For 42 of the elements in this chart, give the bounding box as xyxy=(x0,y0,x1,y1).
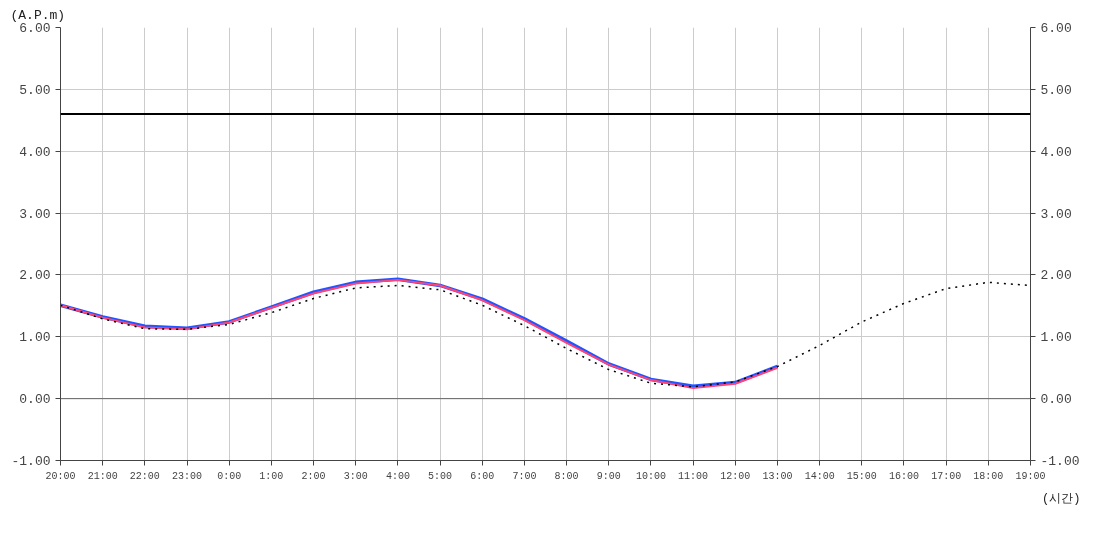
x-tick-label: 19:00 xyxy=(1015,470,1046,482)
x-tick-label: 9:00 xyxy=(596,470,621,482)
y2-tick-label: 2.00 xyxy=(1040,268,1072,284)
x-tick-label: 11:00 xyxy=(678,470,709,482)
x-tick-label: 22:00 xyxy=(129,470,160,482)
y-tick-label: 5.00 xyxy=(19,82,51,98)
x-tick-label: 23:00 xyxy=(172,470,203,482)
y2-tick-label: 0.00 xyxy=(1040,392,1072,408)
x-tick-label: 2:00 xyxy=(301,470,326,482)
x-tick-label: 0:00 xyxy=(217,470,242,482)
x-tick-label: 18:00 xyxy=(973,470,1004,482)
x-tick-label: 4:00 xyxy=(385,470,410,482)
y2-tick-label: -1.00 xyxy=(1040,454,1080,469)
x-tick-label: 8:00 xyxy=(554,470,579,482)
x-tick-label: 14:00 xyxy=(804,470,835,482)
y-tick-label: -1.00 xyxy=(11,454,51,469)
x-tick-label: 6:00 xyxy=(470,470,495,482)
x-tick-label: 21:00 xyxy=(87,470,118,482)
x-tick-label: 12:00 xyxy=(720,470,751,482)
x-tick-label: 15:00 xyxy=(846,470,877,482)
x-tick-label: 20:00 xyxy=(45,470,76,482)
y2-tick-label: 1.00 xyxy=(1040,330,1072,346)
y-tick-label: 0.00 xyxy=(19,392,51,408)
y-tick-label: 4.00 xyxy=(19,144,51,160)
y-tick-label: 2.00 xyxy=(19,268,51,284)
x-tick-label: 10:00 xyxy=(635,470,666,482)
x-tick-label: 3:00 xyxy=(343,470,368,482)
y-tick-label: 1.00 xyxy=(19,330,51,346)
y2-tick-label: 5.00 xyxy=(1040,82,1072,98)
y2-tick-label: 6.00 xyxy=(1040,21,1072,36)
x-tick-label: 5:00 xyxy=(428,470,453,482)
y-tick-label: 3.00 xyxy=(19,206,51,222)
x-tick-label: 16:00 xyxy=(888,470,919,482)
x-axis-title: (시간) xyxy=(1042,491,1081,506)
y2-tick-label: 4.00 xyxy=(1040,144,1072,160)
y-tick-label: 6.00 xyxy=(19,21,51,36)
y-axis-title: (A.P.m) xyxy=(10,7,66,23)
x-tick-label: 7:00 xyxy=(512,470,537,482)
x-tick-label: 1:00 xyxy=(259,470,284,482)
y2-tick-label: 3.00 xyxy=(1040,206,1072,222)
x-tick-label: 17:00 xyxy=(931,470,962,482)
x-tick-label: 13:00 xyxy=(762,470,793,482)
